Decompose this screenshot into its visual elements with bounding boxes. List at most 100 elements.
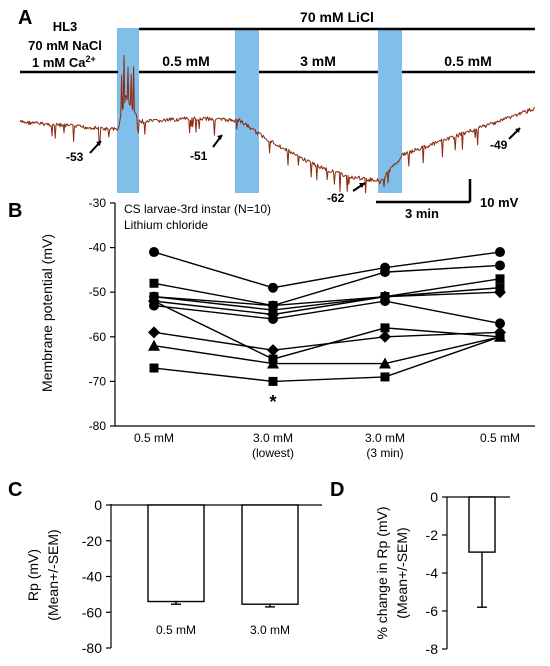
data-point-square <box>268 354 278 364</box>
segment-label-1: 0.5 mM <box>162 53 209 69</box>
data-point-square <box>268 376 278 386</box>
series-8 <box>148 330 506 369</box>
panel-d-y-tick-label: -8 <box>426 641 439 657</box>
annotation-arrowhead-3 <box>359 183 365 188</box>
panel-b-y-tick-label: -40 <box>89 241 107 255</box>
bar <box>147 504 205 603</box>
panel-b-x-tick-label: 0.5 mM <box>480 431 520 445</box>
data-point-circle <box>149 247 159 258</box>
panel-b-x-tick-label: 0.5 mM <box>134 431 174 445</box>
panel-d-y-label-line2: (Mean+/-SEM) <box>394 527 410 618</box>
panel-b-x-tick-label: 3.0 mM <box>253 431 293 445</box>
bar <box>468 496 496 553</box>
panel-c-y-tick-label: -80 <box>82 640 102 656</box>
segment-label-3: 0.5 mM <box>444 53 491 69</box>
panel-b-y-tick-label: -30 <box>89 196 107 210</box>
series-6 <box>148 326 506 357</box>
data-point-circle <box>380 296 390 307</box>
series-line <box>153 278 501 307</box>
panel-d-y-tick-label: -2 <box>426 527 439 543</box>
significance-marker: * <box>269 392 276 412</box>
data-point-square <box>149 278 159 288</box>
series-7 <box>149 296 505 329</box>
panel-b-letter: B <box>8 200 22 222</box>
bar <box>241 504 299 605</box>
data-point-triangle <box>379 357 391 369</box>
saline-label-line2: 70 mM NaCl <box>28 38 102 53</box>
panel-d-y-tick-label: -6 <box>426 603 439 619</box>
data-point-circle <box>268 313 278 324</box>
panel-b-y-tick-label: -50 <box>89 285 107 299</box>
panel-c: C 0 -20 -40 -60 -80 0.5 mM 3.0 mM Rp (mV) (Me… <box>8 479 322 656</box>
panel-d-y-label-line1: % change in Rp (mV) <box>374 506 390 639</box>
annotation-3: -62 <box>327 191 345 205</box>
data-point-square <box>495 274 505 284</box>
data-point-diamond <box>267 344 279 357</box>
calcium-label: 1 mM Ca2+ <box>32 54 96 70</box>
series-line <box>153 287 501 311</box>
panel-d: D 0 -2 -4 -6 -8 % change in Rp (mV) (Mean+/-… <box>330 479 510 657</box>
panel-d-y-ticks: 0 -2 -4 -6 -8 <box>426 489 447 657</box>
data-point-circle <box>380 267 390 278</box>
bar-label: 0.5 mM <box>156 623 196 637</box>
solution-change-shade-3 <box>378 28 402 193</box>
data-point-square <box>149 363 159 373</box>
scale-time-label: 3 min <box>405 206 439 221</box>
data-point-square <box>149 296 159 306</box>
solution-change-shade-2 <box>235 28 259 193</box>
panel-c-bars: 0.5 mM 3.0 mM <box>147 504 299 637</box>
data-point-circle <box>495 247 505 258</box>
panel-c-y-tick-label: -60 <box>82 604 102 620</box>
panel-b-y-tick-label: -70 <box>89 374 107 388</box>
membrane-potential-trace <box>19 54 535 194</box>
panel-b-x-ticks: 0.5 mM 3.0 mM(lowest)3.0 mM(3 min)0.5 mM <box>134 431 520 460</box>
panel-b-y-ticks: -30 -40 -50 -60 -70 -80 <box>89 196 115 433</box>
panel-b-legend-line2: Lithium chloride <box>124 218 208 232</box>
series-line <box>153 336 501 383</box>
data-point-square <box>380 372 390 382</box>
annotation-2: -51 <box>190 149 208 163</box>
data-point-diamond <box>379 330 391 343</box>
annotation-arrowhead-1 <box>96 141 101 146</box>
panel-a-letter: A <box>18 7 32 29</box>
panel-b-legend-line1: CS larvae-3rd instar (N=10) <box>124 202 271 216</box>
panel-a: A 70 mM LiCl HL3 70 mM NaCl 1 mM Ca2+ 0.… <box>18 7 535 221</box>
data-point-diamond <box>494 286 506 299</box>
panel-d-y-tick-label: -4 <box>426 565 439 581</box>
panel-b-y-label: Membrane potential (mV) <box>39 234 55 392</box>
series-line <box>153 336 501 365</box>
annotation-4: -49 <box>490 138 508 152</box>
data-point-triangle <box>148 339 160 351</box>
data-point-circle <box>495 318 505 329</box>
segment-label-2: 3 mM <box>300 53 336 69</box>
panel-c-letter: C <box>8 479 22 501</box>
data-point-circle <box>495 260 505 271</box>
annotation-1: -53 <box>66 150 84 164</box>
panel-d-bars <box>468 496 496 608</box>
panel-c-y-ticks: 0 -20 -40 -60 -80 <box>82 497 111 656</box>
panel-b-y-tick-label: -80 <box>89 419 107 433</box>
series-line <box>153 264 501 307</box>
bar-label: 3.0 mM <box>250 623 290 637</box>
panel-b: B -30-40-50-60-70-80 0.5 mM 3.0 mM(lowest… <box>8 196 535 460</box>
panel-b-series <box>148 247 506 386</box>
annotation-arrowhead-4 <box>515 128 520 133</box>
panel-b-x-tick-label: (3 min) <box>366 446 403 460</box>
panel-c-y-label-line1: Rp (mV) <box>25 549 41 601</box>
saline-label-line1: HL3 <box>53 19 78 34</box>
panel-b-y-tick-label: -60 <box>89 330 107 344</box>
data-point-circle <box>268 282 278 293</box>
series-line <box>153 300 501 325</box>
series-line <box>153 300 501 360</box>
panel-d-y-tick-label: 0 <box>430 489 438 505</box>
panel-b-x-tick-label: 3.0 mM <box>365 431 405 445</box>
data-point-square <box>380 323 390 333</box>
panel-c-y-tick-label: -40 <box>82 569 102 585</box>
data-point-square <box>495 332 505 342</box>
series-line <box>153 331 501 351</box>
scale-voltage-label: 10 mV <box>480 195 519 210</box>
series-line <box>153 251 501 289</box>
series-10 <box>149 296 505 364</box>
annotation-arrowhead-2 <box>217 135 222 140</box>
panel-c-y-label-line2: (Mean+/-SEM) <box>45 529 61 620</box>
